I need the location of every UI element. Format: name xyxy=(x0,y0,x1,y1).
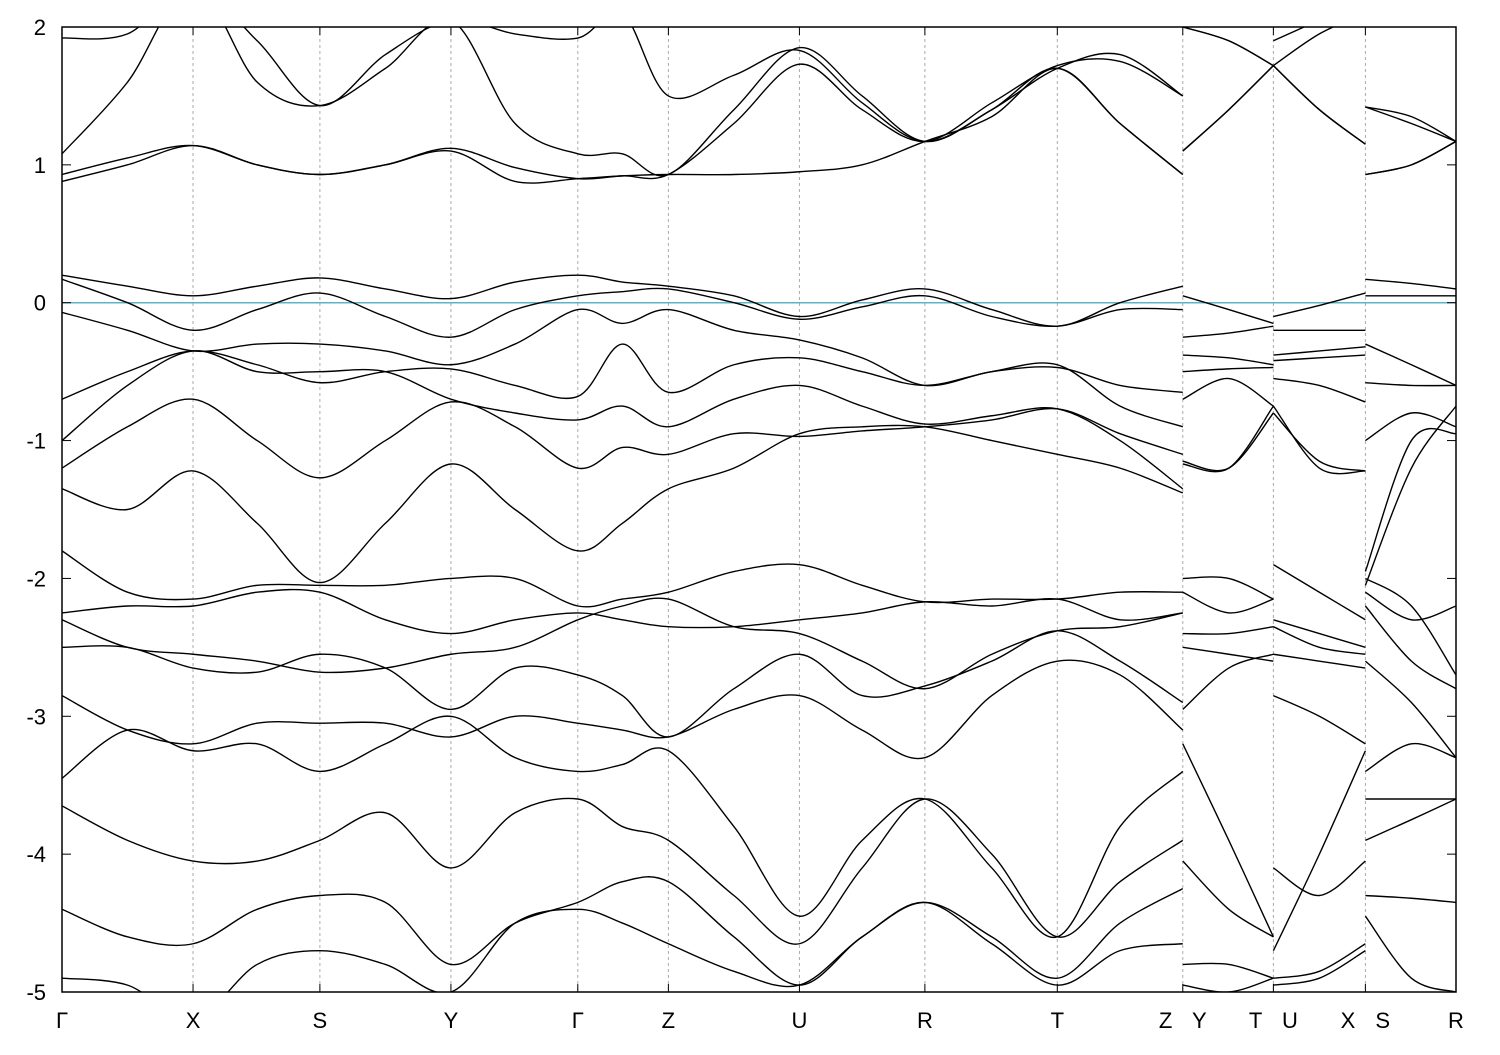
x-tick-label: Y xyxy=(444,1008,459,1033)
band xyxy=(62,715,1456,951)
y-tick-label: -3 xyxy=(26,704,46,729)
x-tick-label: Z xyxy=(662,1008,675,1033)
band xyxy=(62,343,1456,428)
y-tick-label: -5 xyxy=(26,980,46,1005)
band xyxy=(62,653,1456,773)
band xyxy=(62,398,1456,479)
band xyxy=(62,405,1456,584)
x-tick-label: T U xyxy=(1249,1008,1298,1033)
band xyxy=(62,350,1456,586)
grid xyxy=(61,27,1457,992)
band xyxy=(62,65,1456,184)
axes: Γ X S Y Γ Z U R T Z Y T U X S R 2 1 0 -1 -2 -3 -4 -5 xyxy=(26,15,1464,1033)
x-tick-label: T xyxy=(1051,1008,1064,1033)
y-tick-label: -1 xyxy=(26,429,46,454)
x-tick-label: R xyxy=(1448,1008,1464,1033)
band xyxy=(62,876,1456,986)
band xyxy=(62,901,1456,992)
x-tick-label: U xyxy=(791,1008,807,1033)
plot-frame xyxy=(61,26,1457,993)
y-tick-label: 0 xyxy=(34,291,46,316)
band xyxy=(62,797,1456,945)
band xyxy=(62,27,1456,143)
y-tick-label: -4 xyxy=(26,842,46,867)
x-tick-label: Γ xyxy=(572,1008,584,1033)
x-tick-label: X xyxy=(186,1008,201,1033)
y-tick-label: 1 xyxy=(34,153,46,178)
x-tick-label: R xyxy=(917,1008,933,1033)
y-tick-label: -2 xyxy=(26,566,46,591)
band xyxy=(62,274,1456,327)
y-tick-label: 2 xyxy=(34,15,46,40)
x-tick-label: Z Y xyxy=(1159,1008,1207,1033)
x-tick-label: X S xyxy=(1341,1008,1390,1033)
band xyxy=(62,308,1456,394)
band xyxy=(62,577,1456,738)
band xyxy=(62,597,1456,759)
x-tick-label: S xyxy=(313,1008,328,1033)
band xyxy=(62,550,1456,621)
band xyxy=(62,588,1456,690)
band xyxy=(62,278,1456,338)
x-tick-label: Γ xyxy=(56,1008,68,1033)
bands xyxy=(62,27,1456,992)
band xyxy=(62,27,1456,180)
